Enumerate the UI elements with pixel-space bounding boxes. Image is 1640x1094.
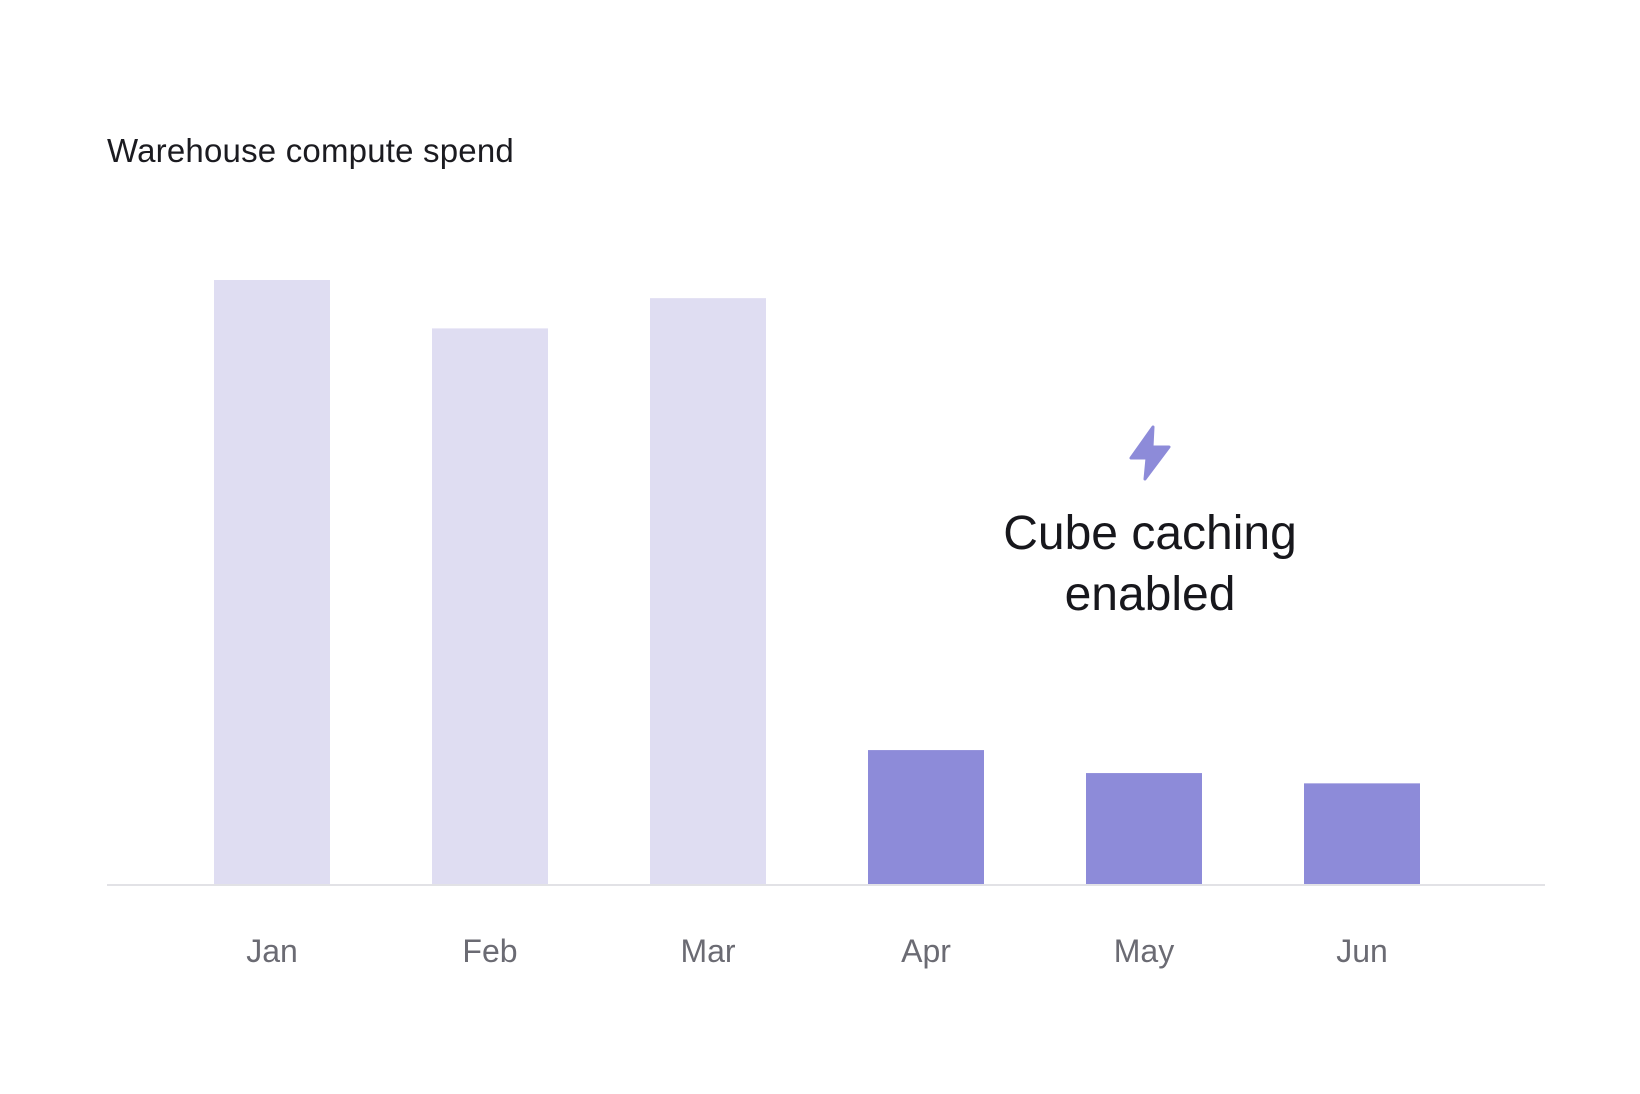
x-tick-label-apr: Apr	[901, 933, 951, 969]
bar-jan	[214, 280, 330, 885]
lightning-bolt-icon	[1129, 425, 1171, 481]
x-tick-labels: Jan Feb Mar Apr May Jun	[246, 933, 1388, 969]
caching-annotation: Cube caching enabled	[905, 425, 1395, 625]
chart-title: Warehouse compute spend	[107, 132, 514, 169]
bar-jun	[1304, 783, 1420, 885]
bar-feb	[432, 328, 548, 885]
x-tick-label-jun: Jun	[1336, 933, 1388, 969]
x-tick-label-mar: Mar	[680, 933, 735, 969]
bar-mar	[650, 298, 766, 885]
x-tick-label-feb: Feb	[462, 933, 517, 969]
x-tick-label-may: May	[1114, 933, 1174, 969]
x-tick-label-jan: Jan	[246, 933, 298, 969]
bars-group	[214, 280, 1420, 885]
bar-may	[1086, 773, 1202, 885]
bar-apr	[868, 750, 984, 885]
annotation-text: Cube caching enabled	[1003, 507, 1297, 621]
